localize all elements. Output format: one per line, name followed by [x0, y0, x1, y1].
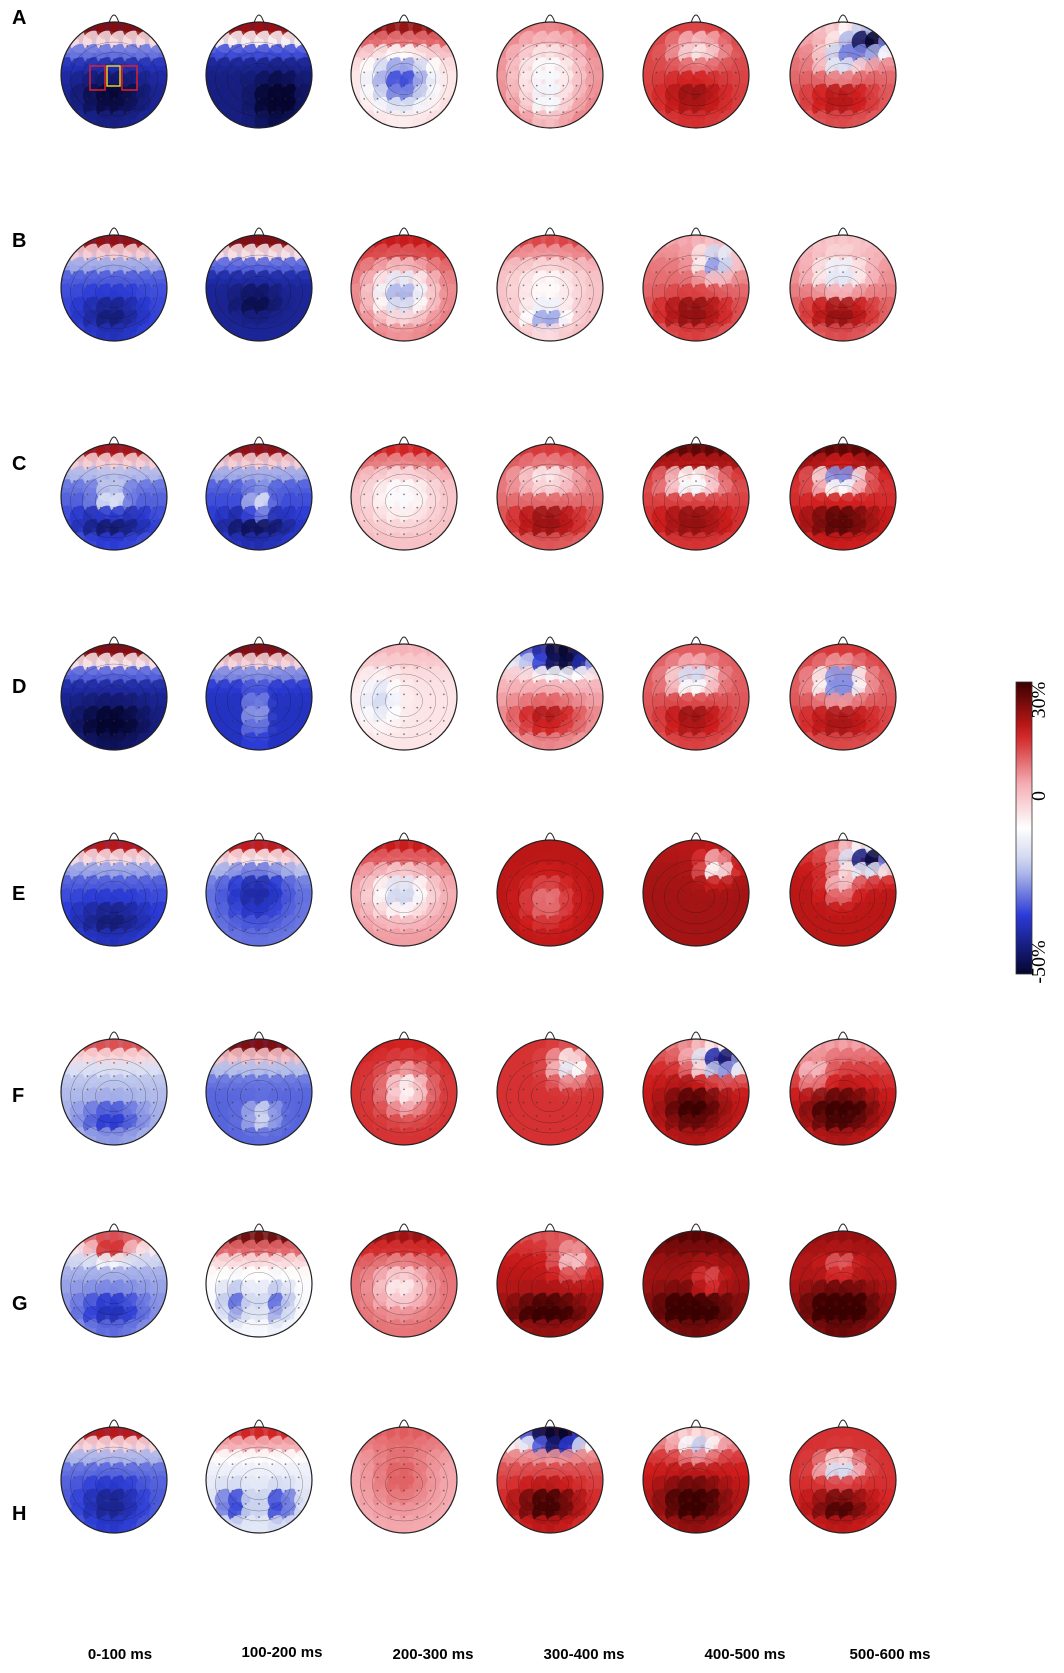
topography-map: [492, 228, 607, 346]
topography-map: [201, 15, 316, 133]
topography-map: [492, 1224, 607, 1342]
row-label-c: C: [12, 453, 26, 475]
colorbar: 30% 0 -50%: [1016, 682, 1050, 984]
topography-map: [492, 1032, 607, 1150]
row-label-d: D: [12, 676, 26, 698]
topography-map: [56, 437, 171, 555]
topography-map: [492, 833, 607, 951]
topography-map: [201, 437, 316, 555]
topography-map: [346, 833, 461, 951]
time-window-labels: 0-100 ms 100-200 ms 200-300 ms 300-400 m…: [88, 1644, 931, 1663]
topography-map: [785, 1224, 900, 1342]
topography-map: [638, 833, 753, 951]
topography-map: [56, 15, 171, 133]
topography-map: [201, 1420, 316, 1538]
row-label-f: F: [12, 1085, 24, 1107]
topography-map: [56, 1420, 171, 1538]
row-label-a: A: [12, 7, 26, 29]
topography-map: [638, 637, 753, 755]
topography-map: [201, 1032, 316, 1150]
topography-map: [346, 437, 461, 555]
colorbar-min-label: -50%: [1028, 940, 1050, 983]
time-label-0: 0-100 ms: [88, 1646, 152, 1663]
topography-map: [346, 15, 461, 133]
colorbar-gradient: [1016, 682, 1032, 974]
topography-map: [638, 1224, 753, 1342]
topography-map: [638, 228, 753, 346]
row-label-e: E: [12, 883, 25, 905]
topography-map: [56, 1224, 171, 1342]
topography-map: [492, 637, 607, 755]
topography-map: [346, 1032, 461, 1150]
topography-map: [785, 15, 900, 133]
time-label-3: 300-400 ms: [544, 1646, 625, 1663]
topography-map: [638, 1032, 753, 1150]
time-label-4: 400-500 ms: [705, 1646, 786, 1663]
topography-map: [346, 1420, 461, 1538]
topography-map: [56, 637, 171, 755]
topography-map: [56, 228, 171, 346]
topography-grid: [56, 15, 900, 1538]
colorbar-zero-label: 0: [1028, 791, 1050, 801]
topography-map: [785, 1420, 900, 1538]
topography-map: [56, 833, 171, 951]
topography-map: [346, 228, 461, 346]
topography-map: [785, 1032, 900, 1150]
topography-map: [492, 1420, 607, 1538]
topography-map: [346, 637, 461, 755]
topography-map: [492, 437, 607, 555]
topography-map: [201, 1224, 316, 1342]
topography-map: [638, 1420, 753, 1538]
time-label-2: 200-300 ms: [393, 1646, 474, 1663]
row-labels: A B C D E F G H: [12, 7, 28, 1525]
topography-map: [638, 15, 753, 133]
topography-map: [785, 228, 900, 346]
topography-map: [346, 1224, 461, 1342]
topography-map: [785, 637, 900, 755]
topography-map: [201, 637, 316, 755]
row-label-g: G: [12, 1293, 28, 1315]
topography-map: [492, 15, 607, 133]
topography-map: [785, 437, 900, 555]
topography-map: [201, 833, 316, 951]
colorbar-max-label: 30%: [1028, 682, 1050, 719]
topography-map: [638, 437, 753, 555]
topography-map: [785, 833, 900, 951]
topography-map: [201, 228, 316, 346]
topography-map: [56, 1032, 171, 1150]
row-label-b: B: [12, 230, 26, 252]
time-label-5: 500-600 ms: [850, 1646, 931, 1663]
row-label-h: H: [12, 1503, 26, 1525]
time-label-1: 100-200 ms: [242, 1644, 323, 1661]
